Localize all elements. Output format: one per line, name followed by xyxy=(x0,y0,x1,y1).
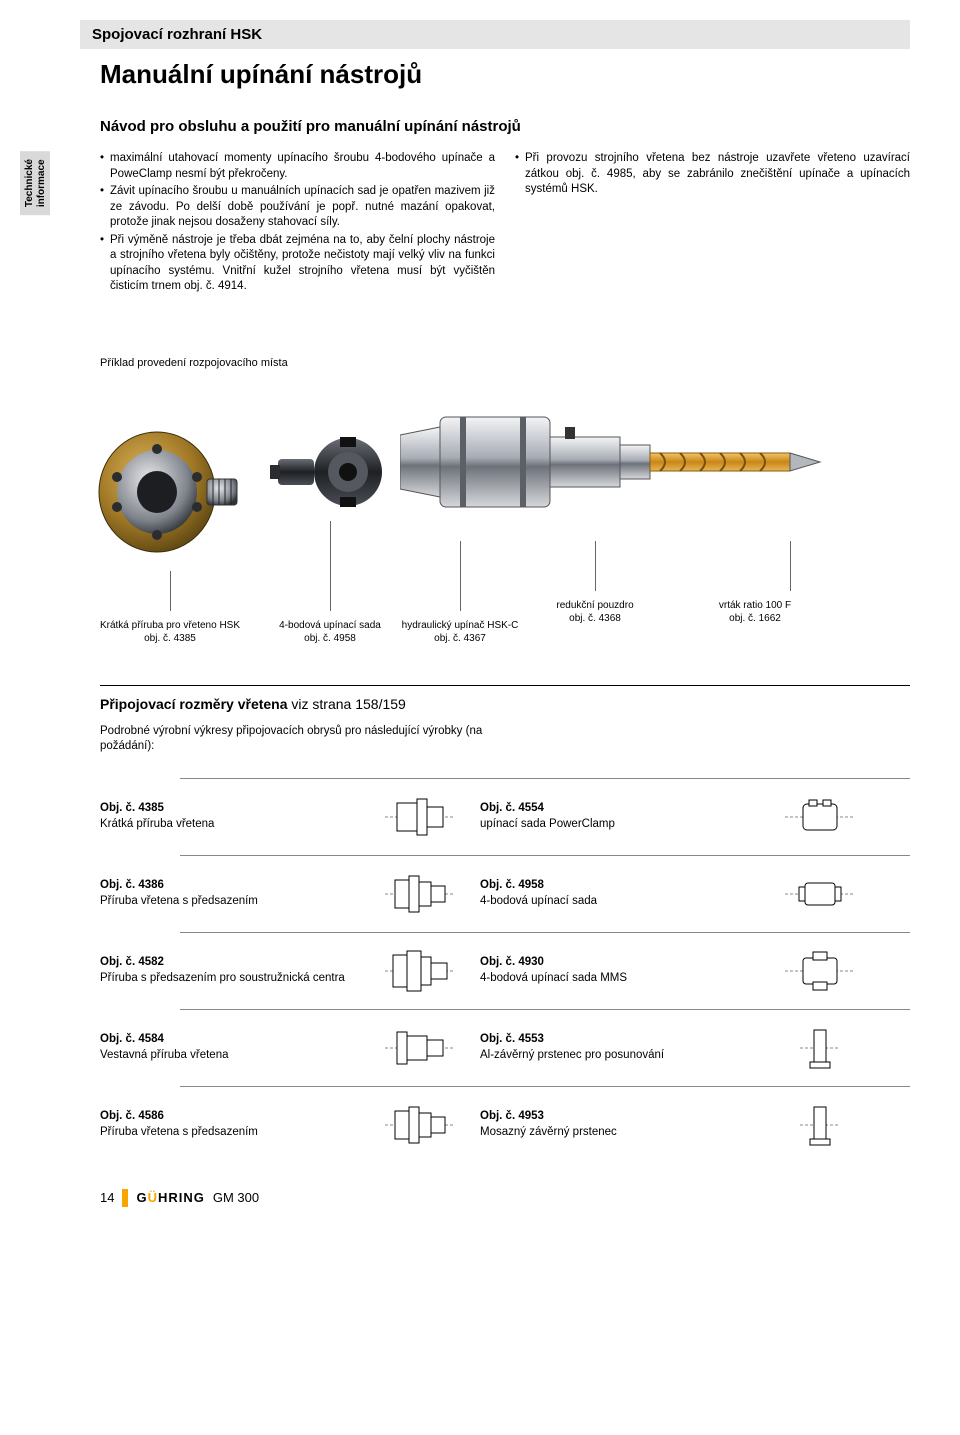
intro-col-left: maximální utahovací momenty upínacího šr… xyxy=(100,151,495,297)
spec-icon xyxy=(360,1026,480,1070)
bullet: Závit upínacího šroubu u manuálních upín… xyxy=(100,184,495,231)
spec-row: Obj. č. 4586 Příruba vřetena s předsazen… xyxy=(100,1091,910,1159)
spec-row: Obj. č. 4584 Vestavná příruba vřetena Ob… xyxy=(100,1014,910,1082)
clamp-set-image xyxy=(270,427,390,517)
product-label: 4-bodová upínací sada obj. č. 4958 xyxy=(279,619,381,645)
intro-col-right: Při provozu strojního vřetena bez nástro… xyxy=(515,151,910,297)
page-number: 14 xyxy=(100,1190,114,1205)
spec-icon xyxy=(360,795,480,839)
product-label: hydraulický upínač HSK-C obj. č. 4367 xyxy=(400,619,520,645)
spec-icon xyxy=(360,872,480,916)
spec-icon xyxy=(360,947,480,995)
bullet: Při provozu strojního vřetena bez nástro… xyxy=(515,151,910,198)
page-footer: 14 GÜHRING GM 300 xyxy=(100,1189,910,1207)
example-caption: Příklad provedení rozpojovacího místa xyxy=(100,357,910,369)
spec-row: Obj. č. 4582 Příruba s předsazením pro s… xyxy=(100,937,910,1005)
spec-icon xyxy=(760,1103,880,1147)
brand-logo: GÜHRING xyxy=(136,1190,204,1205)
spec-icon xyxy=(760,950,880,992)
product-label: Krátká příruba pro vřeteno HSK obj. č. 4… xyxy=(100,619,240,645)
chuck-assembly-image xyxy=(400,387,860,537)
spec-icon xyxy=(360,1103,480,1147)
side-tab: Technickéinformace xyxy=(20,151,50,215)
bullet: maximální utahovací momenty upínacího šr… xyxy=(100,151,495,182)
header-category: Spojovací rozhraní HSK xyxy=(92,26,898,43)
spec-row: Obj. č. 4385 Krátká příruba vřetena Obj.… xyxy=(100,783,910,851)
connection-subtitle: Podrobné výrobní výkresy připojovacích o… xyxy=(100,724,520,754)
header-category-band: Spojovací rozhraní HSK xyxy=(80,20,910,49)
intro-row: Technickéinformace maximální utahovací m… xyxy=(20,151,910,297)
accent-bar xyxy=(122,1189,128,1207)
product-label: vrták ratio 100 F obj. č. 1662 xyxy=(670,599,840,625)
spec-grid: Obj. č. 4385 Krátká příruba vřetena Obj.… xyxy=(100,778,910,1159)
connection-title: Připojovací rozměry vřetena viz strana 1… xyxy=(100,696,910,712)
section-divider xyxy=(100,685,910,686)
spec-icon xyxy=(760,875,880,913)
bullet: Při výměně nástroje je třeba dbát zejmén… xyxy=(100,233,495,295)
product-label: redukční pouzdro obj. č. 4368 xyxy=(520,599,670,625)
product-illustration-row: Krátká příruba pro vřeteno HSK obj. č. 4… xyxy=(80,387,910,645)
spec-icon xyxy=(760,798,880,836)
page-title: Manuální upínání nástrojů xyxy=(100,59,910,90)
spec-row: Obj. č. 4386 Příruba vřetena s předsazen… xyxy=(100,860,910,928)
spec-icon xyxy=(760,1026,880,1070)
page-subtitle: Návod pro obsluhu a použití pro manuální… xyxy=(100,118,910,135)
footer-code: GM 300 xyxy=(213,1190,259,1205)
flange-image xyxy=(95,417,245,567)
intro-columns: maximální utahovací momenty upínacího šr… xyxy=(100,151,910,297)
